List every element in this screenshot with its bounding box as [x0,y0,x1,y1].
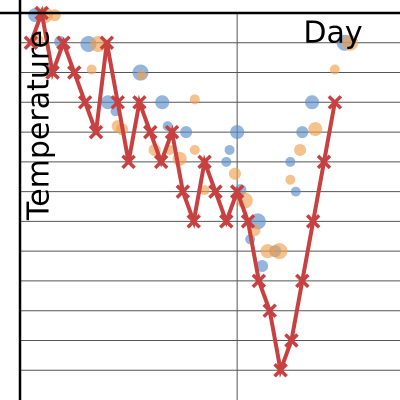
x-marker [219,214,234,229]
x-marker [262,303,277,318]
x-marker [143,124,158,140]
scatter-point [228,167,241,180]
scatter-point [285,174,296,185]
scatter-point [260,244,275,259]
x-marker [273,362,288,378]
x-marker [197,154,212,170]
x-marker [175,184,191,199]
x-marker [164,124,180,140]
x-marker [305,214,321,229]
scatter-point [305,95,320,110]
x-marker [56,35,71,51]
scatter-point [86,64,97,75]
scatter-point [342,34,359,51]
scatter-point [271,243,288,260]
x-marker [240,214,256,229]
x-marker [153,154,169,170]
x-marker [77,95,93,110]
scatter-point [329,64,340,75]
x-marker [284,333,299,348]
line-series [23,5,343,378]
x-marker [295,273,310,289]
scatter-point [221,156,232,167]
x-marker [316,154,332,170]
scatter-point [256,260,269,273]
x-marker [121,154,136,170]
y-axis-label: Temperature [22,30,57,221]
scatter-point [189,94,200,105]
scatter-point [189,144,200,155]
x-axis-label: Day [303,16,362,51]
x-marker [99,35,115,51]
scatter-point [308,122,323,137]
x-marker [23,35,39,51]
scatter-point [180,126,193,139]
x-marker [45,65,60,80]
scatter-point [155,95,170,110]
scatter-point [224,144,235,155]
x-marker [132,95,147,110]
scatter-point [290,186,301,197]
scatter-point [294,143,307,156]
scatter-point [136,70,147,81]
scatter-point [230,125,245,140]
scatter-point [296,126,309,139]
x-marker [110,95,125,110]
x-marker [186,214,201,229]
x-marker [88,124,104,140]
x-marker [251,273,267,289]
x-marker [229,184,245,199]
x-marker [327,95,343,110]
scatter-point [285,156,296,167]
scatter-point [199,185,210,196]
scatter-point [48,9,61,22]
x-marker [67,65,82,80]
x-marker [208,184,223,199]
scatter-point [100,95,115,110]
